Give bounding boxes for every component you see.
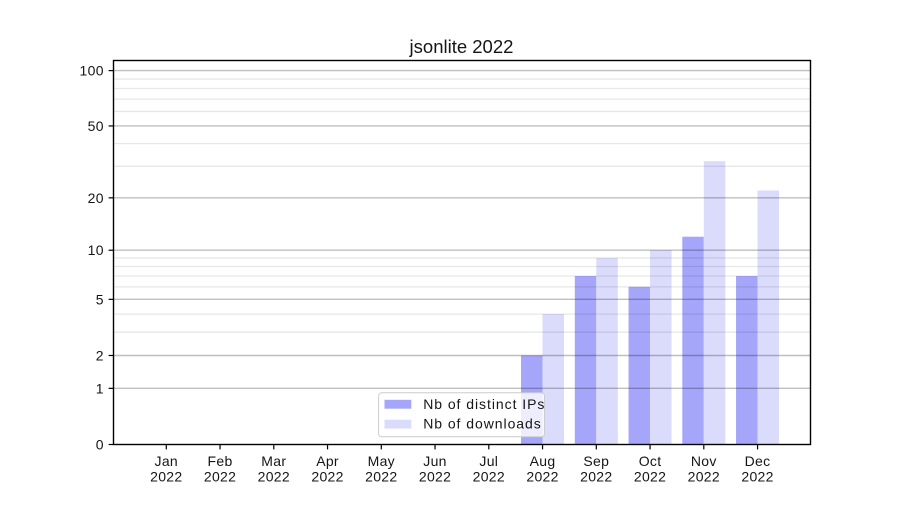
- svg-text:2022: 2022: [580, 469, 612, 485]
- svg-text:2: 2: [96, 347, 104, 363]
- svg-text:2022: 2022: [473, 469, 505, 485]
- svg-text:2022: 2022: [204, 469, 236, 485]
- svg-text:2022: 2022: [258, 469, 290, 485]
- svg-text:100: 100: [80, 63, 104, 79]
- svg-text:0: 0: [96, 437, 104, 453]
- svg-text:Jul: Jul: [479, 453, 498, 469]
- svg-text:2022: 2022: [311, 469, 343, 485]
- svg-text:Apr: Apr: [316, 453, 339, 469]
- svg-text:1: 1: [96, 380, 104, 396]
- svg-text:2022: 2022: [150, 469, 182, 485]
- svg-text:50: 50: [88, 118, 104, 134]
- svg-text:Sep: Sep: [583, 453, 609, 469]
- svg-text:Oct: Oct: [639, 453, 662, 469]
- svg-text:2022: 2022: [365, 469, 397, 485]
- svg-text:5: 5: [96, 291, 104, 307]
- svg-text:2022: 2022: [526, 469, 558, 485]
- svg-text:20: 20: [88, 190, 104, 206]
- svg-text:Nov: Nov: [691, 453, 717, 469]
- svg-text:2022: 2022: [419, 469, 451, 485]
- svg-text:Nb of downloads: Nb of downloads: [423, 416, 542, 432]
- svg-text:10: 10: [88, 242, 104, 258]
- svg-text:Dec: Dec: [745, 453, 771, 469]
- svg-text:Feb: Feb: [208, 453, 233, 469]
- svg-text:2022: 2022: [741, 469, 773, 485]
- svg-text:Jun: Jun: [423, 453, 446, 469]
- svg-text:Mar: Mar: [261, 453, 286, 469]
- svg-text:Jan: Jan: [155, 453, 178, 469]
- svg-text:Aug: Aug: [530, 453, 556, 469]
- svg-text:jsonlite 2022: jsonlite 2022: [409, 36, 514, 57]
- svg-text:Nb of distinct IPs: Nb of distinct IPs: [423, 396, 545, 412]
- svg-text:2022: 2022: [688, 469, 720, 485]
- svg-text:2022: 2022: [634, 469, 666, 485]
- svg-text:May: May: [368, 453, 395, 469]
